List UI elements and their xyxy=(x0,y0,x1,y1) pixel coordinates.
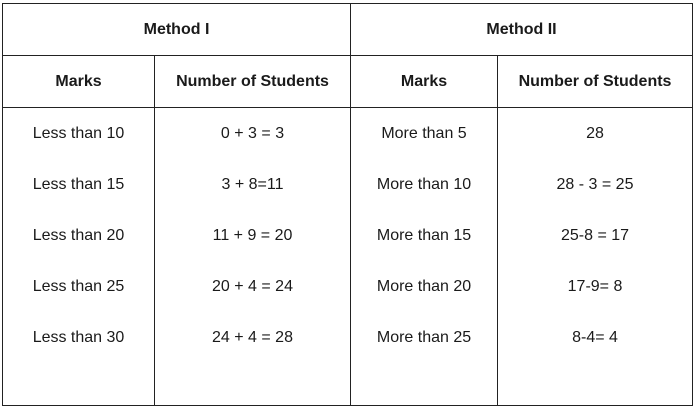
method-1-students-cell: 24 + 4 = 28 xyxy=(153,312,352,363)
empty-cell xyxy=(350,363,499,406)
table-row: Less than 10 0 + 3 = 3 More than 5 28 xyxy=(2,107,694,159)
empty-cell xyxy=(2,363,155,406)
cumulative-frequency-table-container: Method I Method II Marks Number of Stude… xyxy=(1,3,694,406)
method-1-students-cell: 0 + 3 = 3 xyxy=(153,107,352,159)
method-2-marks-cell: More than 15 xyxy=(350,210,499,261)
method-2-students-cell: 28 - 3 = 25 xyxy=(497,159,694,210)
method-2-marks-cell: More than 20 xyxy=(350,261,499,312)
method-2-marks-cell: More than 5 xyxy=(350,107,499,159)
table-row: Less than 20 11 + 9 = 20 More than 15 25… xyxy=(2,210,694,261)
cumulative-frequency-table: Method I Method II Marks Number of Stude… xyxy=(1,3,694,406)
method-1-title: Method I xyxy=(1,3,352,56)
table-row: Less than 25 20 + 4 = 24 More than 20 17… xyxy=(2,261,694,312)
method-2-students-cell: 25-8 = 17 xyxy=(497,210,694,261)
empty-cell xyxy=(153,363,352,406)
method-1-marks-cell: Less than 10 xyxy=(2,107,155,159)
method-1-marks-cell: Less than 15 xyxy=(2,159,155,210)
method-title-row: Method I Method II xyxy=(1,3,694,56)
column-header-row: Marks Number of Students Marks Number of… xyxy=(2,55,694,108)
method-2-title: Method II xyxy=(350,3,694,56)
table-row: Less than 15 3 + 8=11 More than 10 28 - … xyxy=(2,159,694,210)
method-1-marks-cell: Less than 30 xyxy=(2,312,155,363)
method-2-students-header: Number of Students xyxy=(497,55,694,108)
method-1-marks-cell: Less than 25 xyxy=(2,261,155,312)
method-1-marks-header: Marks xyxy=(2,55,155,108)
empty-cell xyxy=(497,363,694,406)
table-row: Less than 30 24 + 4 = 28 More than 25 8-… xyxy=(2,312,694,363)
method-1-students-cell: 3 + 8=11 xyxy=(153,159,352,210)
method-2-students-cell: 8-4= 4 xyxy=(497,312,694,363)
method-1-students-cell: 20 + 4 = 24 xyxy=(153,261,352,312)
method-1-marks-cell: Less than 20 xyxy=(2,210,155,261)
method-2-students-cell: 28 xyxy=(497,107,694,159)
method-2-students-cell: 17-9= 8 xyxy=(497,261,694,312)
method-2-marks-cell: More than 10 xyxy=(350,159,499,210)
method-2-marks-cell: More than 25 xyxy=(350,312,499,363)
method-2-marks-header: Marks xyxy=(350,55,499,108)
table-bottom-spacer xyxy=(2,363,694,406)
method-1-students-cell: 11 + 9 = 20 xyxy=(153,210,352,261)
method-1-students-header: Number of Students xyxy=(153,55,352,108)
